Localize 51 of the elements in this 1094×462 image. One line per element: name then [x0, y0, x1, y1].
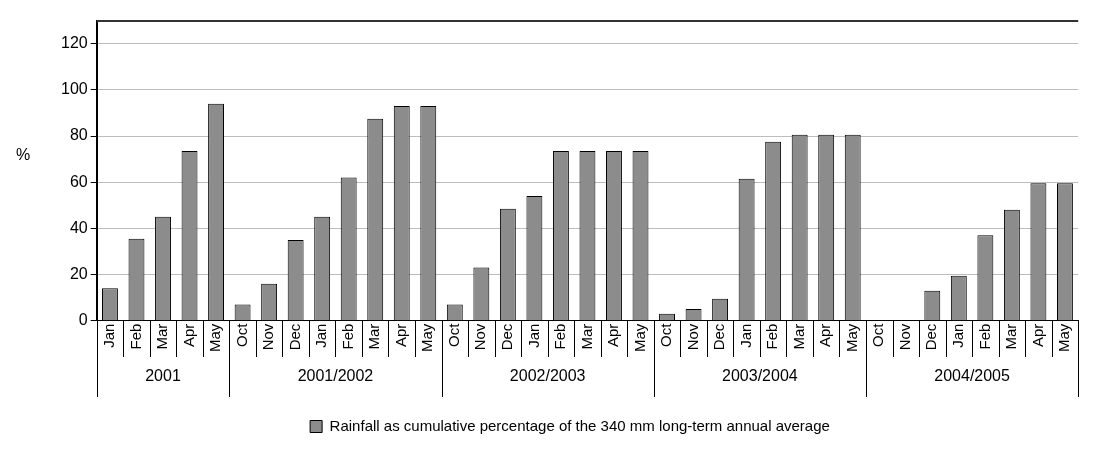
text: 2004/2005: [934, 367, 1011, 385]
x-tick-label: Jan: [312, 323, 330, 348]
x-tick-label: Mar: [153, 323, 171, 350]
x-tick-label: Apr: [391, 323, 409, 348]
y-tick-label: 20: [69, 264, 88, 282]
x-tick-label: Oct: [869, 322, 887, 348]
x-tick-label: May: [206, 323, 224, 353]
text: 2001/2002: [297, 367, 374, 385]
x-tick-label: Nov: [895, 323, 913, 351]
y-axis-title: %: [16, 146, 31, 164]
x-tick-label: Feb: [763, 323, 781, 350]
legend-label: Rainfall as cumulative percentage of the 340 mm long-term annual average: [329, 416, 830, 434]
x-tick-label: Dec: [498, 323, 516, 351]
x-tick-label: Apr: [1028, 323, 1046, 348]
x-tick-label: Mar: [365, 323, 383, 350]
y-tick-label: 80: [69, 126, 88, 144]
x-tick-label: Oct: [657, 322, 675, 348]
x-tick-label: May: [842, 323, 860, 353]
x-tick-label: May: [1055, 323, 1073, 353]
y-tick-label: 0: [78, 311, 88, 329]
x-tick-label: Apr: [816, 323, 834, 348]
x-tick-label: Feb: [551, 323, 569, 350]
x-tick-label: Jan: [736, 323, 754, 348]
x-tick-label: Nov: [683, 323, 701, 351]
x-tick-label: Jan: [100, 323, 118, 348]
x-tick-label: Mar: [577, 323, 595, 350]
x-tick-label: Feb: [338, 323, 356, 350]
x-tick-label: May: [630, 323, 648, 353]
x-tick-label: May: [418, 323, 436, 353]
x-tick-label: Dec: [710, 323, 728, 351]
x-tick-label: Apr: [179, 323, 197, 348]
y-tick-label: 60: [69, 172, 88, 190]
text: 2003/2004: [722, 367, 798, 385]
x-tick-label: Dec: [922, 323, 940, 351]
x-tick-label: Oct: [232, 322, 250, 348]
y-tick-label: 120: [60, 34, 88, 52]
text: 2002/2003: [509, 367, 586, 385]
x-tick-label: Jan: [948, 323, 966, 348]
x-tick-label: Nov: [259, 323, 277, 351]
y-tick-label: 40: [69, 218, 88, 236]
y-tick-label: 100: [60, 80, 88, 98]
x-tick-label: Mar: [1002, 323, 1020, 350]
x-tick-label: Mar: [789, 323, 807, 350]
x-tick-label: Apr: [604, 323, 622, 348]
x-tick-label: Jan: [524, 323, 542, 348]
x-tick-label: Oct: [444, 322, 462, 348]
x-tick-label: Feb: [975, 323, 993, 350]
x-tick-label: Nov: [471, 323, 489, 351]
x-tick-label: Feb: [126, 323, 144, 350]
text: 2001: [145, 367, 181, 385]
x-tick-label: Dec: [285, 323, 303, 351]
